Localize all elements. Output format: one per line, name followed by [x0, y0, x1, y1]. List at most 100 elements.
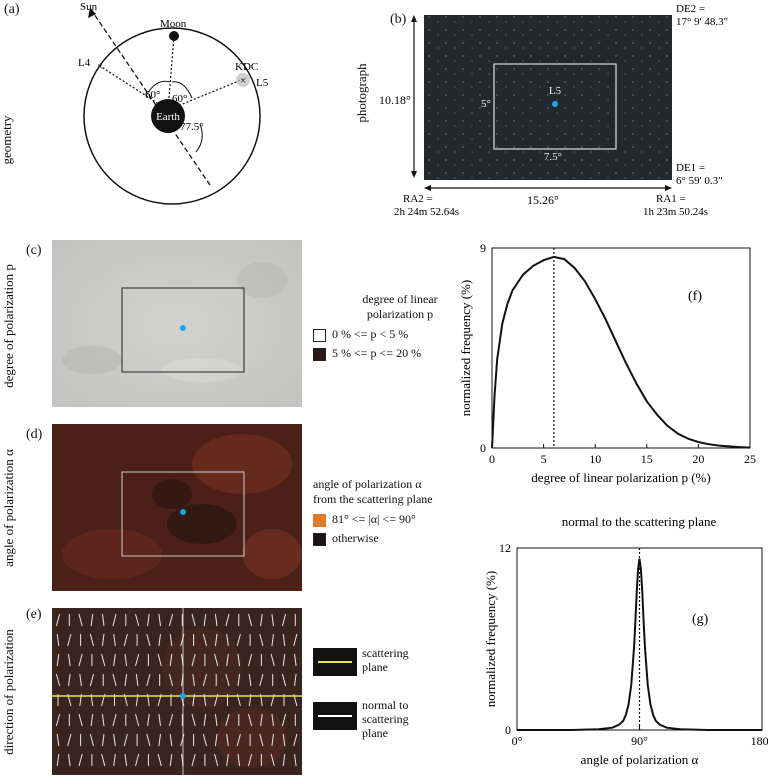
- polarization-vector: [101, 713, 105, 727]
- sun-label: Sun: [80, 1, 98, 13]
- legend-e-swatch-normal: [313, 702, 357, 730]
- polarization-vector: [271, 613, 274, 627]
- angle-label-2: 60°: [172, 93, 187, 105]
- width-label: 15.26°: [527, 193, 559, 207]
- legend-e-normal-line3: plane: [362, 726, 388, 740]
- ra1-value: 1h 23m 50.24s: [643, 206, 708, 218]
- legend-e-normal-line1: normal to: [362, 698, 409, 712]
- legend-d-swatch-dark: [313, 533, 326, 546]
- polarization-vector: [226, 753, 229, 767]
- legend-d-swatch-orange: [313, 514, 326, 527]
- polarization-vector: [282, 633, 286, 647]
- angle-of-polarization-map: [52, 424, 302, 591]
- polarization-vector: [89, 633, 94, 647]
- legend-c-title: degree of linear polarization p: [340, 292, 460, 322]
- polarization-vector: [226, 653, 229, 667]
- polarization-vector: [191, 713, 196, 727]
- polarization-vector: [78, 613, 83, 627]
- polarization-vector: [282, 653, 286, 667]
- sun-arrow-icon: [88, 8, 96, 18]
- photograph-panel: L5 5° 7.5° 10.18° 15.26° DE2 = 17° 9' 48…: [379, 3, 728, 218]
- polarization-vector: [123, 633, 128, 647]
- polarization-vector: [67, 633, 72, 647]
- direction-of-polarization-map: [52, 608, 302, 775]
- legend-d-title-line1: angle of polarization α: [313, 477, 422, 491]
- polarization-vector: [281, 673, 287, 687]
- polarization-vector: [294, 673, 297, 687]
- polarization-vector: [158, 713, 161, 727]
- polarization-vector: [135, 673, 139, 687]
- x-tick-label: 25: [744, 452, 756, 466]
- polarization-vector: [260, 613, 263, 627]
- polarization-vector: [168, 673, 174, 687]
- x-axis-label: degree of linear polarization p (%): [531, 470, 710, 485]
- polarization-vector: [68, 653, 71, 667]
- polarization-vector: [202, 733, 207, 747]
- polarization-vector: [79, 673, 82, 687]
- legend-c-swatch-low: [313, 329, 326, 342]
- panel-e-label: (e): [26, 607, 42, 622]
- polarization-vector: [214, 613, 218, 627]
- polarization-vector: [158, 633, 161, 647]
- y-axis-label: normalized frequency (%): [458, 280, 473, 416]
- polarization-vector: [226, 733, 229, 747]
- region-box-c: [121, 287, 245, 373]
- legend-e-normal: normal to scattering plane: [362, 698, 409, 740]
- legend-e-scattering: scattering plane: [362, 646, 409, 674]
- polarization-vector: [237, 673, 241, 687]
- polarization-vector: [112, 713, 117, 727]
- chart-f-frame: [491, 247, 751, 449]
- polarization-vector: [225, 713, 230, 727]
- legend-e-swatch-scattering: [313, 648, 357, 676]
- polarization-vector: [271, 713, 274, 727]
- panel-e-side-label: direction of polarization: [1, 629, 16, 755]
- de2-label: DE2 =: [676, 3, 705, 15]
- polarization-vector: [112, 613, 117, 627]
- legend-c-item-low: 0 % <= p < 5 %: [332, 327, 409, 341]
- legend-e-normal-line2: scattering: [362, 712, 409, 726]
- star-field-image: [424, 15, 672, 180]
- polarization-vector: [68, 753, 71, 767]
- polarization-vector: [135, 653, 140, 667]
- svg-text:×: ×: [97, 61, 103, 73]
- polarization-vector: [158, 733, 161, 747]
- polarization-vector: [191, 653, 196, 667]
- polarization-vector: [259, 733, 264, 747]
- panel-c-label: (c): [26, 243, 42, 258]
- moon-icon: [169, 31, 179, 41]
- polarization-vector: [259, 633, 264, 647]
- sun-direction-line: [89, 7, 211, 186]
- polarization-vector: [203, 613, 207, 627]
- l5-marker-c: [180, 325, 186, 331]
- panel-g-label: (g): [692, 612, 709, 627]
- polarization-vector: [281, 613, 287, 627]
- y-tick-label: 12: [499, 541, 511, 555]
- geometry-diagram: Earth × × 60° 60° 77.5° Sun Moon L4 KDC …: [78, 1, 269, 205]
- polarization-vector: [214, 713, 218, 727]
- x-tick-label: 0°: [512, 734, 523, 748]
- polarization-vector: [259, 673, 264, 687]
- l5-marker-e: [180, 693, 186, 699]
- polarization-vector: [101, 753, 106, 767]
- legend-c-title-line1: degree of linear: [362, 292, 438, 306]
- legend-c-swatch-high: [313, 348, 326, 361]
- polarization-vector: [248, 713, 253, 727]
- l5-marker: [552, 101, 558, 107]
- polarization-vector: [225, 613, 230, 627]
- polarization-vector: [135, 713, 140, 727]
- l5-marker-d: [180, 509, 186, 515]
- svg-text:×: ×: [240, 75, 246, 87]
- polarization-vector: [146, 673, 151, 687]
- legend-e-scattering-line1: scattering: [362, 646, 409, 660]
- polarization-vector: [55, 713, 61, 727]
- polarization-vector: [169, 633, 173, 647]
- polarization-vector: [169, 733, 173, 747]
- panel-d-side-label: angle of polarization α: [1, 449, 16, 567]
- box-width-label: 7.5°: [544, 151, 562, 163]
- ra1-label: RA1 =: [656, 193, 686, 205]
- polarization-vector: [56, 753, 60, 767]
- polarization-vector: [260, 713, 263, 727]
- polarization-vector: [248, 753, 253, 767]
- polarization-vector: [113, 733, 116, 747]
- panel-c-side-label: degree of polarization p: [1, 264, 16, 388]
